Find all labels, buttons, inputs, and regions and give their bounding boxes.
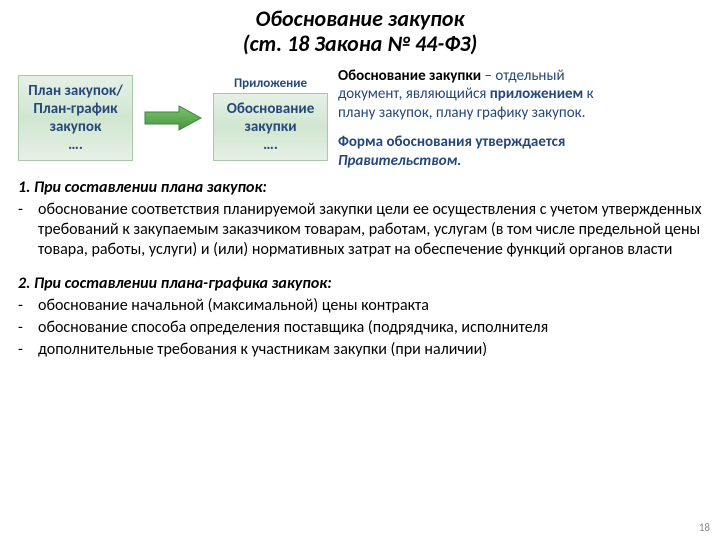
side-bold-2: приложением	[490, 85, 583, 103]
title-line-2: (ст. 18 Закона № 44-ФЗ)	[243, 30, 478, 57]
box2-l1: Обоснование	[227, 100, 315, 118]
box2-l2: закупки	[244, 118, 296, 136]
bullet-2b: - обоснование способа определения постав…	[18, 318, 702, 338]
arrow-icon	[143, 103, 203, 133]
attachment-label: Приложение	[234, 76, 307, 91]
box1-l2: План-график	[33, 100, 117, 118]
box-justification-wrap: Приложение Обоснование закупки ….	[213, 76, 328, 161]
box2-l3: ….	[263, 136, 278, 154]
box-plan: План закупок/ План-график закупок ….	[18, 75, 133, 161]
box1-l1: План закупок/	[28, 82, 123, 100]
heading-2: 2. При составлении плана-графика закупок…	[18, 274, 702, 294]
dash-icon: -	[18, 200, 38, 260]
bullet-2a: - обоснование начальной (максимальной) ц…	[18, 296, 702, 316]
side-bold-3: Форма обоснования утверждается	[338, 133, 565, 151]
bullet-1-text: обоснование соответствия планируемой зак…	[38, 200, 702, 260]
page-title: Обоснование закупок (ст. 18 Закона № 44-…	[0, 0, 720, 57]
bullet-2b-text: обоснование способа определения поставщи…	[38, 318, 702, 338]
bullet-2a-text: обоснование начальной (максимальной) цен…	[38, 296, 702, 316]
box1-l4: ….	[68, 136, 83, 154]
box-justification: Обоснование закупки ….	[213, 93, 328, 161]
bullet-1: - обоснование соответствия планируемой з…	[18, 200, 702, 260]
side-bold-4: Правительством.	[338, 152, 461, 170]
side-dash: –	[481, 67, 495, 85]
title-line-1: Обоснование закупок	[256, 5, 465, 32]
diagram-row: План закупок/ План-график закупок …. При…	[18, 67, 720, 171]
dash-icon: -	[18, 296, 38, 316]
heading-1: 1. При составлении плана закупок:	[18, 178, 702, 198]
list-area: 1. При составлении плана закупок: - обос…	[0, 178, 720, 360]
box1-l3: закупок	[50, 118, 102, 136]
side-bold-1: Обоснование закупки	[338, 67, 481, 85]
dash-icon: -	[18, 318, 38, 338]
page-number: 18	[699, 521, 710, 534]
dash-icon: -	[18, 340, 38, 360]
bullet-2c-text: дополнительные требования к участникам з…	[38, 340, 702, 360]
side-explanation: Обоснование закупки – отдельный документ…	[338, 67, 598, 171]
bullet-2c: - дополнительные требования к участникам…	[18, 340, 702, 360]
